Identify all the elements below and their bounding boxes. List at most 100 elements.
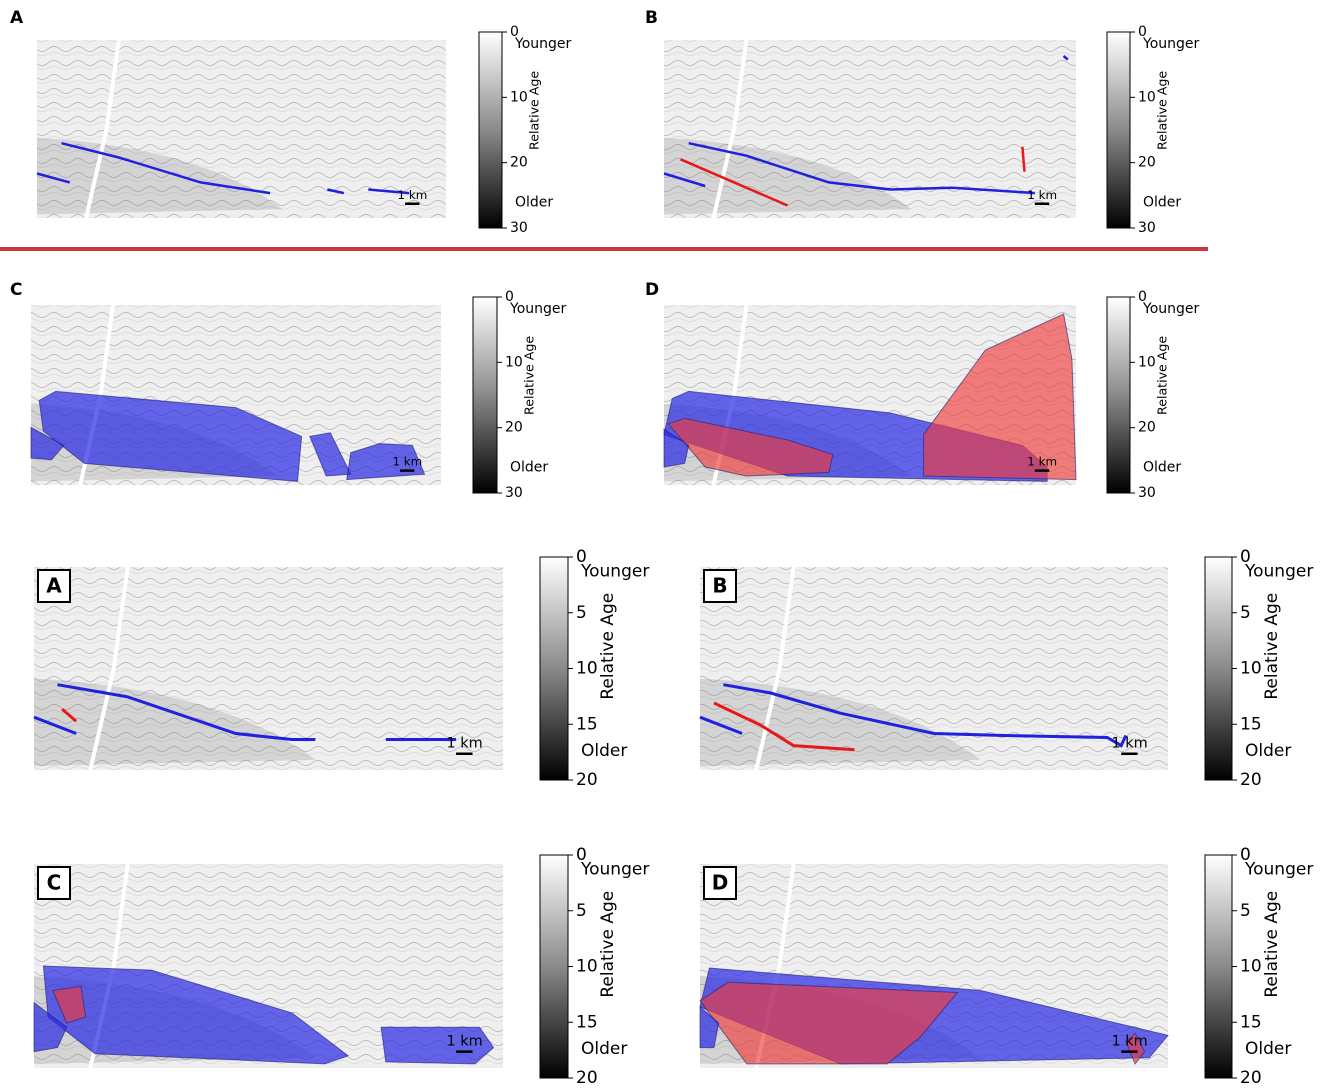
colorbar-top-label: Younger	[1244, 561, 1313, 581]
scale-label: 1 km	[398, 188, 428, 202]
scale-label: 1 km	[392, 455, 422, 469]
colorbar	[1204, 556, 1233, 781]
fault-trace	[1062, 55, 1069, 61]
colorbar-tick-label: 20	[505, 420, 523, 436]
panel-label-box	[37, 866, 71, 900]
colorbar-tick-label: 10	[1240, 659, 1262, 679]
colorbar	[539, 854, 569, 1079]
river	[754, 566, 796, 771]
scale-label: 1 km	[446, 1033, 482, 1049]
fault-polygon	[667, 417, 834, 477]
panel-label: A	[10, 8, 24, 28]
scale-label: 1 km	[1027, 455, 1057, 469]
panel: 1 km D 0 5 10 15 20 Younger Older Relative Age	[699, 845, 1313, 1088]
colorbar-tick-label: 0	[1138, 289, 1147, 305]
colorbar-title: Relative Age	[1262, 593, 1282, 700]
colorbar-top-label: Younger	[580, 859, 649, 879]
fault-trace	[713, 701, 855, 752]
fault-polygon	[923, 313, 1077, 481]
colorbar-top-label: Younger	[1142, 36, 1200, 52]
colorbar-tick-label: 10	[505, 354, 523, 370]
scale-label: 1 km	[1027, 188, 1057, 202]
colorbar-tick-label: 0	[576, 547, 587, 567]
scale-label: 1 km	[446, 736, 482, 752]
colorbar-tick-label: 0	[576, 845, 587, 865]
colorbar	[1204, 854, 1233, 1079]
fault-polygon	[699, 981, 959, 1065]
panel-label: C	[47, 871, 62, 895]
colorbar-tick-label: 10	[1138, 354, 1156, 370]
colorbar-tick-label: 10	[1240, 957, 1262, 977]
colorbar-tick-label: 0	[1240, 845, 1251, 865]
colorbar-tick-label: 20	[576, 770, 598, 790]
colorbar-top-label: Younger	[1244, 859, 1313, 879]
colorbar-tick-label: 20	[576, 1068, 598, 1088]
panel: 1 km C 0 10 20 30 Younger Older Relative Age	[10, 280, 567, 501]
colorbar-tick-label: 5	[576, 603, 587, 623]
fault-polygon	[30, 426, 65, 461]
fault-polygon	[699, 1005, 720, 1049]
fault-trace	[368, 188, 410, 195]
colorbar-tick-label: 15	[1240, 714, 1262, 734]
fault-trace	[36, 172, 71, 184]
colorbar-tick-label: 20	[1138, 420, 1156, 436]
colorbar-tick-label: 30	[1138, 220, 1156, 236]
colorbar-tick-label: 10	[576, 659, 598, 679]
colorbar-tick-label: 15	[1240, 1012, 1262, 1032]
fault-polygon	[38, 390, 303, 482]
colorbar-title: Relative Age	[527, 71, 542, 150]
fault-trace	[680, 158, 789, 207]
panel-label-box	[703, 569, 737, 603]
colorbar-bottom-label: Older	[581, 741, 627, 761]
fault-trace	[1021, 146, 1026, 172]
colorbar-tick-label: 15	[576, 1012, 598, 1032]
colorbar-top-label: Younger	[580, 561, 649, 581]
colorbar-top-label: Younger	[514, 36, 572, 52]
panel: 1 km A 0 5 10 15 20 Younger Older Relative Age	[33, 547, 649, 790]
colorbar	[478, 31, 503, 229]
colorbar	[539, 556, 569, 781]
colorbar-bottom-label: Older	[515, 195, 553, 211]
colorbar-tick-label: 20	[1240, 770, 1262, 790]
colorbar-title: Relative Age	[598, 891, 618, 998]
panel-label: D	[645, 280, 659, 300]
colorbar-title: Relative Age	[1155, 71, 1170, 150]
colorbar-tick-label: 0	[510, 24, 519, 40]
colorbar-top-label: Younger	[1142, 301, 1200, 317]
fault-trace	[663, 172, 706, 188]
panel: 1 km D 0 10 20 30 Younger Older Relative Age	[645, 280, 1200, 501]
panel: 1 km B 0 5 10 15 20 Younger Older Relative Age	[699, 547, 1313, 790]
colorbar-tick-label: 15	[576, 714, 598, 734]
fault-trace	[61, 707, 78, 723]
colorbar-title: Relative Age	[598, 593, 618, 700]
colorbar-tick-label: 20	[1240, 1068, 1262, 1088]
colorbar-bottom-label: Older	[1245, 1039, 1291, 1059]
panel: 1 km C 0 5 10 15 20 Younger Older Relative Age	[33, 845, 649, 1088]
colorbar	[1106, 31, 1131, 229]
fault-polygon	[663, 428, 690, 468]
panel-label: C	[10, 280, 22, 300]
scale-label: 1 km	[1112, 1033, 1148, 1049]
panel-label: D	[712, 871, 729, 895]
colorbar-title: Relative Age	[1262, 891, 1282, 998]
fault-polygon	[52, 985, 87, 1024]
panel: 1 km B 0 10 20 30 Younger Older Relative Age	[645, 8, 1200, 236]
colorbar-title: Relative Age	[1155, 336, 1170, 415]
panel: 1 km A 0 10 20 30 Younger Older Relative Age	[10, 8, 572, 236]
fault-trace	[688, 141, 1035, 195]
panel-label: B	[712, 574, 727, 598]
colorbar	[1106, 296, 1131, 494]
colorbar-tick-label: 5	[1240, 603, 1251, 623]
colorbar-bottom-label: Older	[1143, 460, 1181, 476]
fault-trace	[699, 715, 743, 735]
fault-trace	[723, 683, 1128, 748]
colorbar-tick-label: 30	[510, 220, 528, 236]
fault-trace	[33, 715, 77, 735]
river	[84, 39, 121, 219]
colorbar-tick-label: 30	[505, 485, 523, 501]
fault-trace	[57, 683, 316, 741]
fault-polygon	[33, 1001, 68, 1053]
colorbar-title: Relative Age	[522, 336, 537, 415]
river	[88, 566, 130, 771]
colorbar-tick-label: 5	[1240, 901, 1251, 921]
